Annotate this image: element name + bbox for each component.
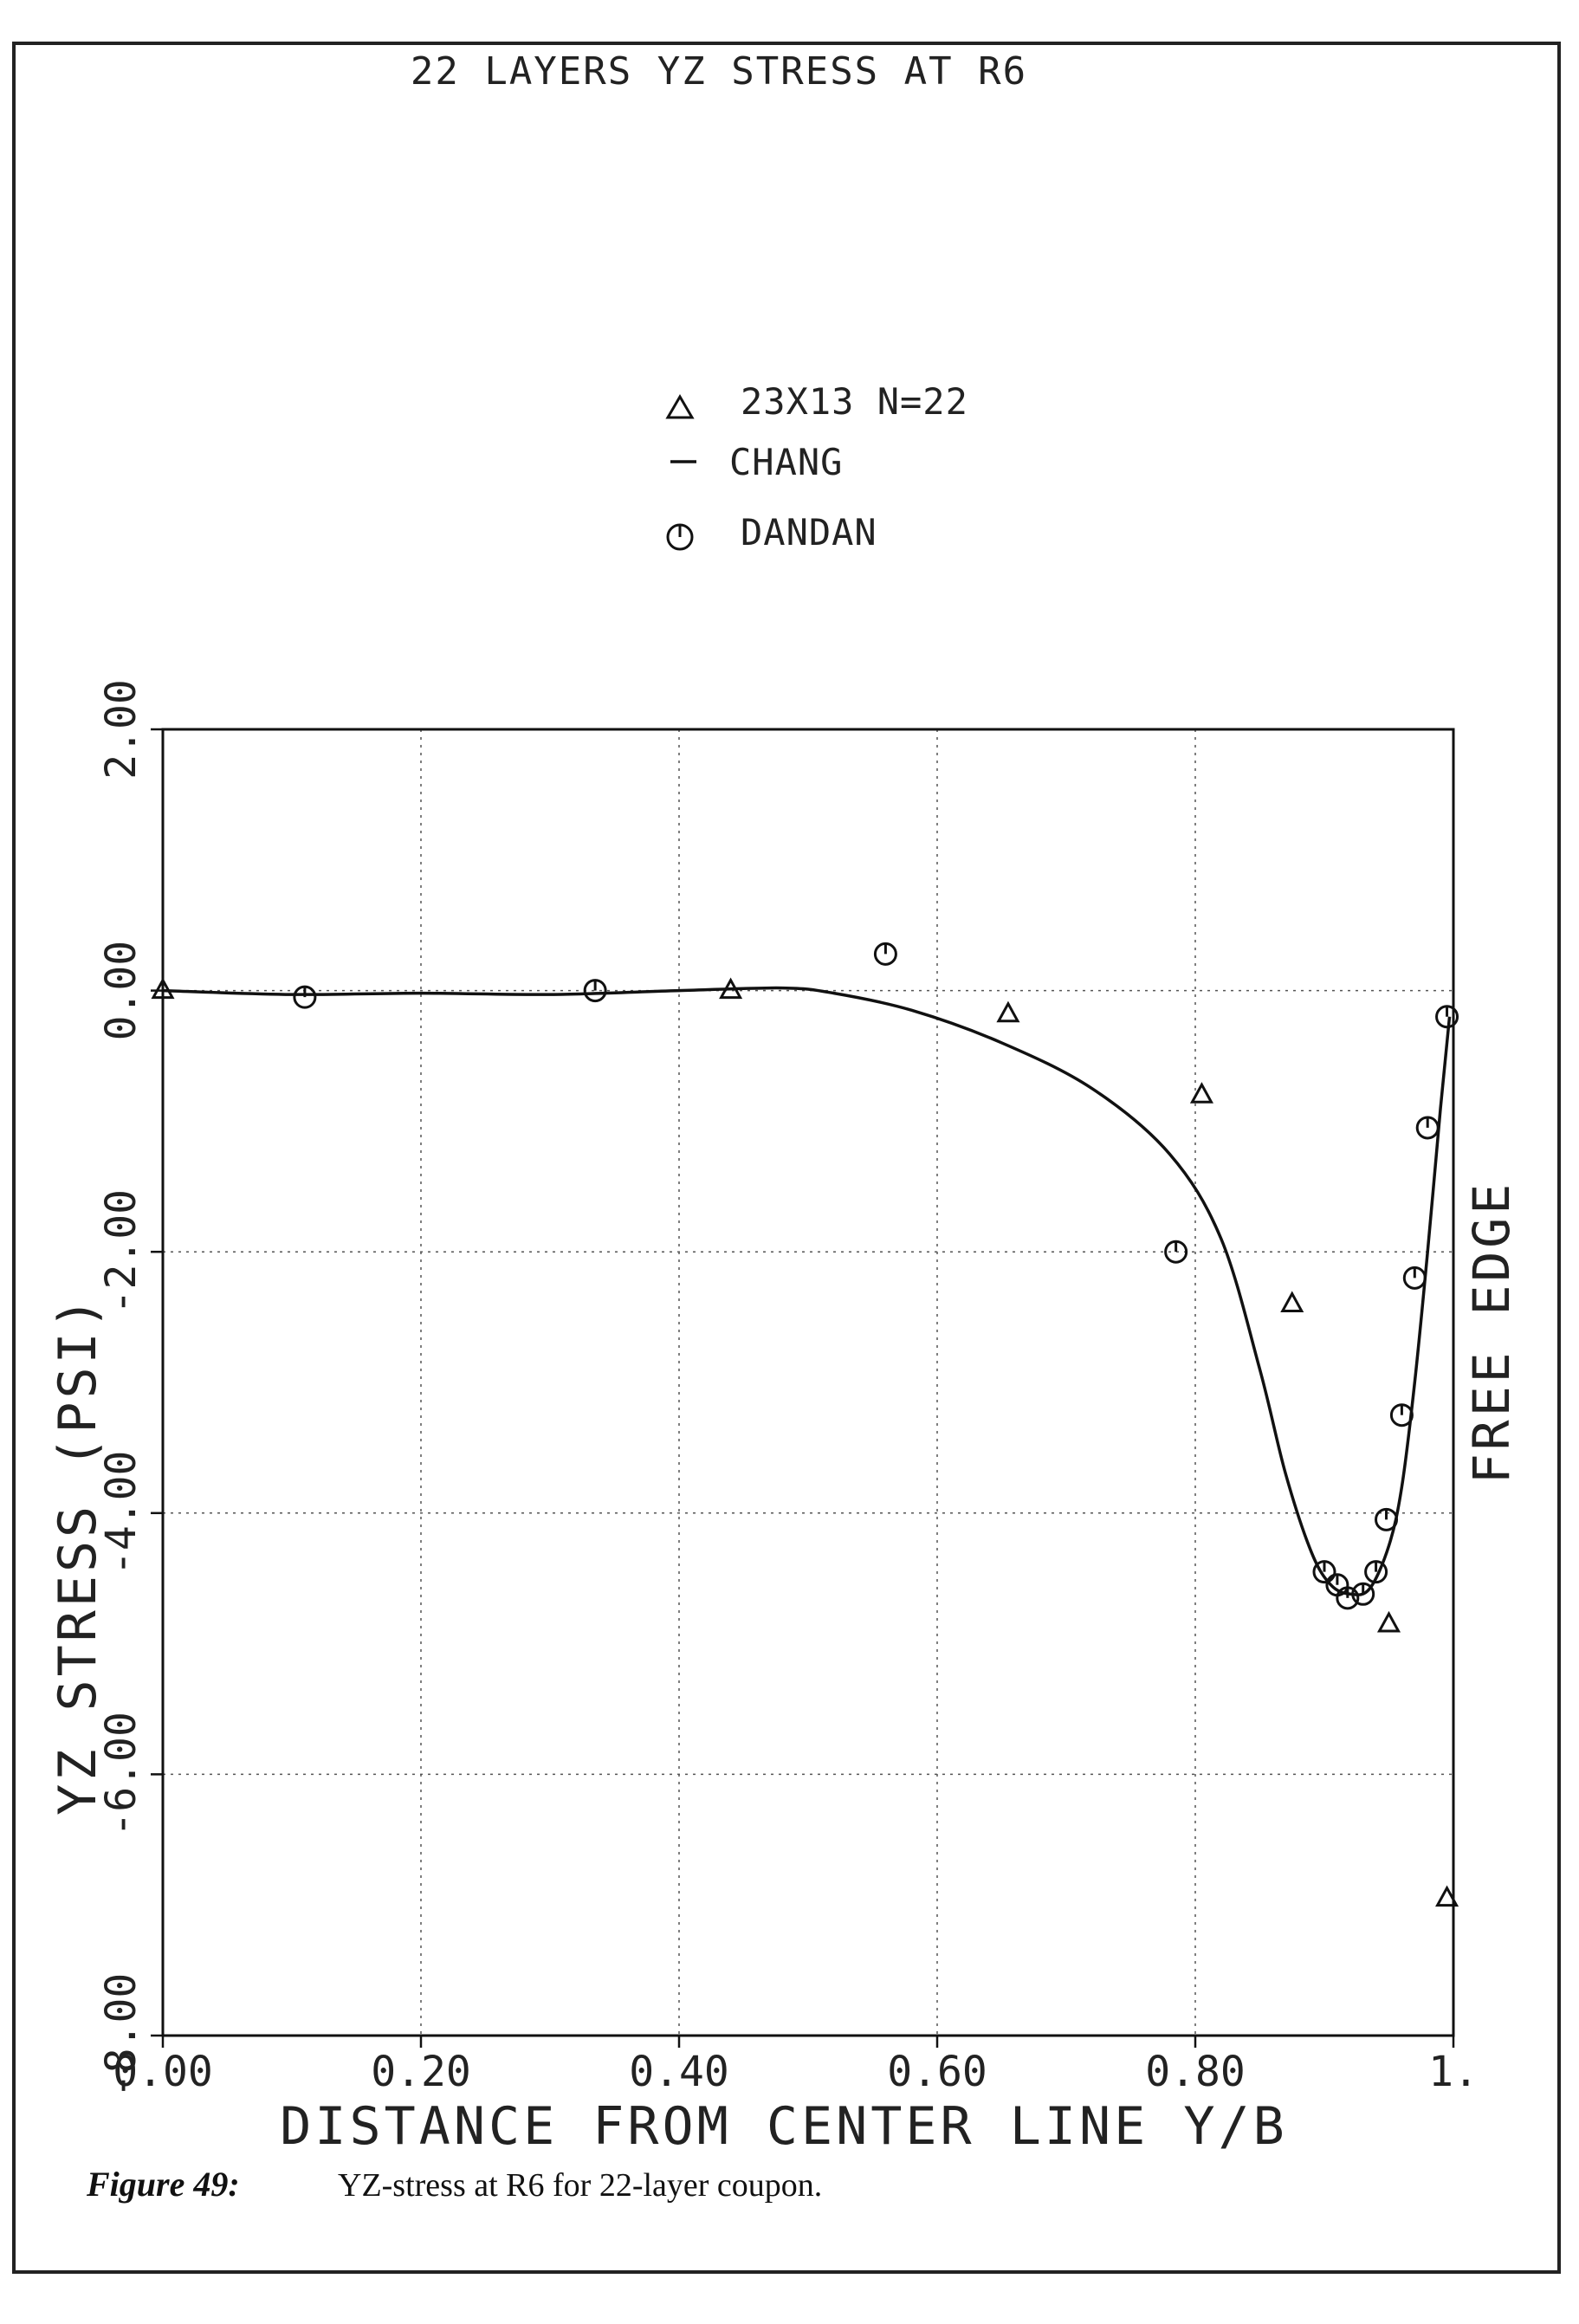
free-edge-label: FREE EDGE	[1462, 1181, 1521, 1484]
x-axis-label: DISTANCE FROM CENTER LINE Y/B	[280, 2096, 1288, 2157]
curve-layer	[162, 986, 1452, 1596]
legend: 23X13 N=22 CHANG DANDAN	[665, 380, 968, 553]
triangle-point	[996, 1000, 1020, 1023]
y-tick-label: -4.00	[97, 1451, 146, 1576]
legend-label-series-2: CHANG	[729, 441, 843, 483]
triangle-point	[1376, 1610, 1401, 1633]
circle-point	[1402, 1266, 1427, 1290]
circle-point	[583, 979, 607, 1003]
circle-point	[1312, 1560, 1336, 1584]
legend-label-series-3: DANDAN	[741, 511, 877, 553]
y-tick-label: -6.00	[97, 1712, 146, 1837]
y-tick-label: -2.00	[97, 1189, 146, 1315]
grid-layer	[163, 729, 1453, 2036]
x-tick-label: 1.	[1428, 2048, 1479, 2096]
circle-point	[293, 985, 317, 1009]
circle-point	[1389, 1403, 1414, 1427]
triangle-point	[1435, 1885, 1459, 1907]
legend-circle-marker	[666, 523, 694, 551]
circle-point	[1351, 1582, 1375, 1606]
triangle-point	[1189, 1082, 1213, 1104]
x-tick-label: 0.60	[887, 2048, 987, 2096]
triangle-point	[1280, 1291, 1304, 1313]
chang-curve	[162, 986, 1452, 1596]
y-tick-label: 0.00	[97, 941, 146, 1041]
circle-point	[873, 942, 897, 966]
x-tick-label: 0.80	[1145, 2048, 1246, 2096]
circle-point	[1415, 1116, 1440, 1140]
chart-title: 22 LAYERS YZ STRESS AT R6	[411, 49, 1027, 94]
y-tick-label: -8.00	[97, 1973, 146, 2099]
figure-caption-text: YZ-stress at R6 for 22-layer coupon.	[338, 2167, 822, 2204]
circle-point	[1336, 1586, 1360, 1610]
triangle-point	[151, 977, 175, 1000]
plot-area	[161, 728, 1455, 2037]
tick-layer: 0.00 0.20 0.40 0.60 0.80 1. -8.00 -6.00 -4.00 -2.…	[97, 679, 1479, 2098]
x-tick-label: 0.00	[113, 2048, 213, 2096]
triangle-point	[719, 977, 743, 1000]
figure-caption-label: Figure 49:	[86, 2165, 240, 2204]
y-tick-label: 2.00	[97, 679, 146, 780]
x-tick-label: 0.40	[629, 2048, 729, 2096]
legend-label-series-1: 23X13 N=22	[741, 380, 968, 423]
x-tick-label: 0.20	[371, 2048, 471, 2096]
outer-frame	[12, 42, 1561, 2274]
y-axis-label: YZ STRESS (PSI)	[48, 1294, 108, 1816]
circle-point	[1435, 1005, 1459, 1029]
circle-point	[1364, 1560, 1388, 1584]
marker-layer	[151, 942, 1459, 1907]
legend-triangle-marker	[665, 394, 695, 419]
circle-point	[1164, 1240, 1188, 1264]
circle-point	[1375, 1507, 1399, 1531]
